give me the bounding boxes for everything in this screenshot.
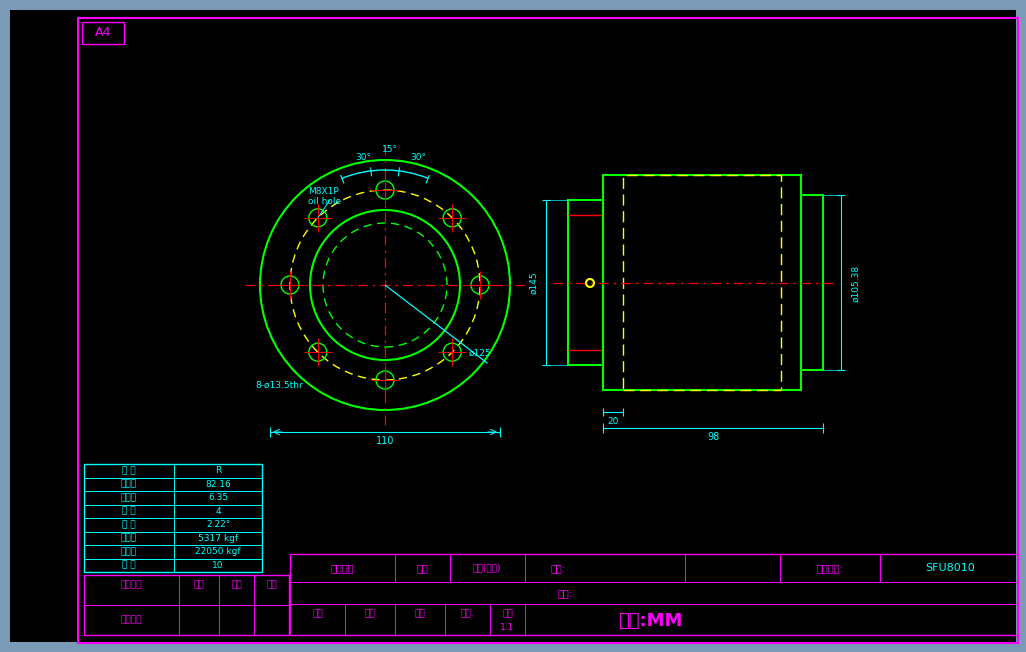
Text: 材料:: 材料: [558, 588, 573, 598]
Text: 数量(单台): 数量(单台) [473, 563, 502, 572]
Text: 15°: 15° [382, 145, 398, 155]
Text: ø125: ø125 [469, 349, 491, 357]
Text: 型号:: 型号: [551, 563, 565, 573]
Text: 存档图号:: 存档图号: [817, 563, 843, 573]
Bar [82, 22, 124, 44]
Bar [603, 175, 801, 390]
Text: 日期: 日期 [417, 563, 428, 573]
Text: 1:1: 1:1 [501, 623, 515, 632]
Text: ø105.38: ø105.38 [851, 265, 860, 302]
Text: 颉球径: 颉球径 [121, 480, 137, 489]
Text: 8-ø13.5thr: 8-ø13.5thr [255, 381, 303, 389]
Text: 颉球径: 颉球径 [121, 494, 137, 502]
Text: 30°: 30° [355, 153, 371, 162]
Text: 6.35: 6.35 [208, 494, 228, 502]
Text: 82.16: 82.16 [205, 480, 231, 489]
Text: 签名: 签名 [266, 580, 277, 589]
Text: 循 环: 循 环 [122, 507, 135, 516]
Text: oil hole: oil hole [308, 198, 341, 207]
Text: 设计: 设计 [364, 610, 376, 619]
Bar [623, 175, 781, 390]
Text: 审核: 审核 [415, 610, 426, 619]
Text: 视角.: 视角. [461, 610, 474, 619]
Text: SFU8010: SFU8010 [925, 563, 975, 573]
Text: 额定负: 额定负 [121, 534, 137, 542]
Text: 110: 110 [376, 436, 394, 446]
Text: 螺 距: 螺 距 [122, 466, 135, 475]
Text: 98: 98 [707, 432, 719, 442]
Text: 10: 10 [212, 561, 224, 570]
Text: 绘图: 绘图 [312, 610, 323, 619]
Text: 处数: 处数 [194, 580, 204, 589]
Text: A4: A4 [94, 27, 111, 40]
Text: 20: 20 [607, 417, 619, 426]
Text: 单位:MM: 单位:MM [618, 612, 682, 630]
Text: 额定负: 额定负 [121, 547, 137, 556]
Text: 4: 4 [215, 507, 221, 516]
Text: 客户确认: 客户确认 [120, 615, 142, 625]
Text: 比例: 比例 [502, 610, 513, 619]
Bar [290, 554, 1018, 635]
Bar [568, 200, 603, 365]
Text: 摩 擦: 摩 擦 [122, 520, 135, 529]
Text: 圈 数: 圈 数 [122, 561, 135, 570]
Bar [84, 575, 289, 635]
Text: 22050 kgf: 22050 kgf [195, 547, 241, 556]
Text: 30°: 30° [410, 153, 426, 162]
Text: M8X1P: M8X1P [308, 188, 339, 196]
Text: 日期: 日期 [231, 580, 242, 589]
Text: R: R [214, 466, 222, 475]
Text: ø145: ø145 [529, 272, 538, 294]
Bar [801, 195, 823, 370]
Bar [84, 464, 262, 572]
Text: 更改标记: 更改标记 [120, 580, 142, 589]
Text: 2.22°: 2.22° [206, 520, 230, 529]
Text: 客户名称: 客户名称 [330, 563, 354, 573]
Text: 5317 kgf: 5317 kgf [198, 534, 238, 542]
